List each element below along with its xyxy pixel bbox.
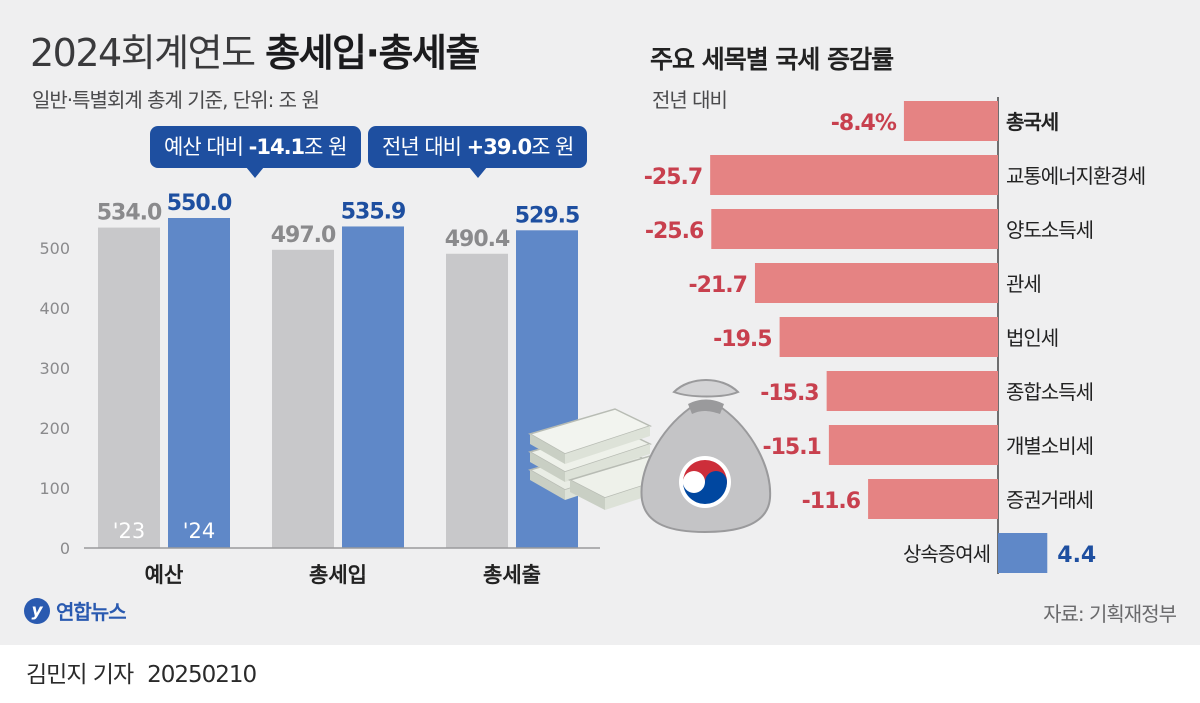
- tax-bar: [998, 533, 1048, 573]
- y-tick-label: 100: [39, 479, 70, 498]
- tax-value-label: -8.4%: [831, 111, 897, 136]
- money-bag-and-cash-stacks-icon: [528, 379, 772, 534]
- callout-prev-value: +39.0: [466, 135, 532, 159]
- cash-stack-icon: [528, 408, 688, 510]
- publish-date: 20250210: [147, 662, 257, 688]
- tax-change-chart: -8.4% 총국세 -25.7 교통에너지환경세 -25.6 양도소득세 -21.7 관세 -1…: [644, 97, 1146, 574]
- y-tick-label: 200: [39, 419, 70, 438]
- callout-budget-value: -14.1: [248, 135, 306, 159]
- tax-chart-title: 주요 세목별 국세 증감률: [650, 45, 894, 74]
- callout-budget-prefix: 예산 대비: [164, 135, 249, 159]
- budget-diff-callout: 예산 대비 -14.1조 원: [150, 126, 361, 178]
- title-light: 2024회계연도: [30, 31, 266, 75]
- tax-category-label: 상속증여세: [903, 542, 990, 566]
- tax-value-label: -21.7: [689, 273, 747, 298]
- source-note: 자료: 기획재정부: [1043, 602, 1177, 626]
- page-title: 2024회계연도 총세입·총세출: [30, 22, 480, 77]
- tax-category-label: 교통에너지환경세: [1006, 164, 1145, 188]
- category-label: 예산: [145, 563, 184, 587]
- revenue-expenditure-chart: 0100200300400500534.0'23550.0'24예산497.05…: [39, 191, 600, 587]
- tax-bar: [826, 371, 998, 411]
- bar-2023: [272, 249, 334, 549]
- series-year-label: '24: [183, 519, 216, 543]
- tax-value-label: -15.3: [760, 381, 818, 406]
- bar-value-label: 497.0: [271, 223, 336, 248]
- tax-bar: [779, 317, 998, 357]
- y-tick-label: 400: [39, 299, 70, 318]
- category-label: 총세출: [483, 563, 541, 587]
- chart-canvas: 0100200300400500534.0'23550.0'24예산497.05…: [39, 97, 1146, 587]
- tax-value-label: -25.6: [645, 219, 704, 244]
- tax-bar: [754, 263, 998, 303]
- tax-value-label: -25.7: [644, 165, 702, 190]
- callout-prev-suffix: 조 원: [531, 135, 574, 159]
- tax-value-label: -19.5: [713, 327, 771, 352]
- tax-bar: [828, 425, 998, 465]
- bar-value-label: 529.5: [515, 203, 580, 228]
- bar-value-label: 490.4: [445, 227, 510, 252]
- yonhap-logo-text: 연합뉴스: [56, 600, 127, 624]
- tax-bar: [868, 479, 998, 519]
- bar-2023: [446, 253, 508, 548]
- bar-value-label: 534.0: [97, 201, 162, 226]
- tax-bar: [903, 101, 998, 141]
- tax-category-label: 관세: [1006, 272, 1041, 296]
- prev-year-diff-callout: 전년 대비 +39.0조 원: [368, 126, 588, 178]
- tax-category-label: 양도소득세: [1006, 218, 1093, 242]
- tax-value-label: -15.1: [762, 435, 820, 460]
- bar-value-label: 535.9: [341, 199, 406, 224]
- bar-2024: [342, 226, 404, 548]
- bar-2024: [168, 218, 230, 548]
- tax-category-label: 총국세: [1006, 110, 1058, 134]
- tax-category-label: 증권거래세: [1006, 488, 1093, 512]
- y-tick-label: 0: [60, 539, 70, 558]
- tax-bar: [711, 209, 998, 249]
- tax-category-label: 법인세: [1006, 326, 1058, 350]
- tax-bar: [710, 155, 998, 195]
- bar-2023: [98, 227, 160, 548]
- yonhap-logo-mark: y: [24, 597, 50, 624]
- tax-chart-subtitle: 전년 대비: [652, 88, 728, 112]
- bar-2024: [516, 230, 578, 549]
- reporter-name: 김민지 기자: [26, 662, 134, 688]
- bar-value-label: 550.0: [167, 191, 232, 216]
- title-bold: 총세입·총세출: [265, 31, 480, 75]
- tax-category-label: 종합소득세: [1006, 380, 1093, 404]
- callout-budget-suffix: 조 원: [304, 135, 347, 159]
- callout-prev-prefix: 전년 대비: [382, 135, 467, 159]
- tax-value-label: -11.6: [802, 489, 861, 514]
- category-label: 총세입: [309, 563, 367, 587]
- yonhap-logo: y 연합뉴스: [24, 596, 127, 625]
- series-year-label: '23: [113, 519, 146, 543]
- tax-category-label: 개별소비세: [1006, 434, 1093, 458]
- y-tick-label: 500: [39, 239, 70, 258]
- money-bag-icon: [640, 379, 772, 534]
- byline: 김민지 기자 20250210: [26, 655, 257, 689]
- y-tick-label: 300: [39, 359, 70, 378]
- tax-value-label: 4.4: [1057, 543, 1096, 568]
- page-subtitle: 일반·특별회계 총계 기준, 단위: 조 원: [32, 88, 320, 112]
